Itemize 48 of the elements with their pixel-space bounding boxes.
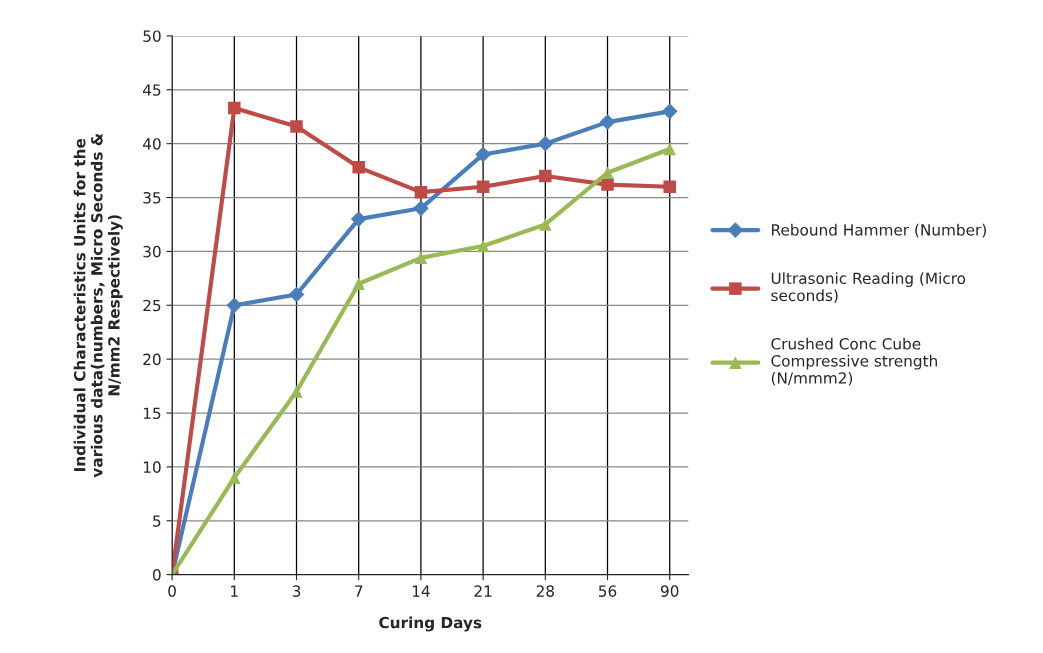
point bbox=[414, 185, 428, 199]
y-tick-label: 45 bbox=[142, 84, 161, 96]
y-tick-label: 10 bbox=[143, 461, 161, 473]
point bbox=[663, 180, 676, 194]
y-tick-label: 40 bbox=[142, 138, 161, 150]
x-tick-label: 1 bbox=[231, 585, 238, 597]
point bbox=[475, 146, 491, 163]
point bbox=[352, 277, 365, 290]
x-tick-label: 3 bbox=[292, 585, 301, 597]
point bbox=[413, 200, 429, 217]
legend-label: Rebound Hammer (Number) bbox=[772, 223, 986, 238]
point bbox=[414, 251, 428, 265]
point bbox=[352, 161, 365, 174]
point bbox=[290, 385, 303, 398]
point bbox=[228, 101, 241, 115]
y-tick-label: 0 bbox=[152, 569, 161, 581]
y-tick-label: 5 bbox=[153, 515, 161, 527]
point bbox=[663, 142, 676, 156]
y-tick-label: 25 bbox=[143, 299, 161, 312]
legend-label: Ultrasonic Reading (Micro seconds) bbox=[771, 272, 966, 303]
point bbox=[476, 239, 490, 253]
point bbox=[661, 103, 678, 120]
point bbox=[290, 120, 303, 133]
point bbox=[599, 114, 616, 130]
x-tick-label: 0 bbox=[168, 585, 176, 597]
point bbox=[601, 178, 614, 191]
y-tick-label: 15 bbox=[143, 407, 161, 420]
point bbox=[476, 180, 490, 194]
point bbox=[228, 471, 241, 484]
x-tick-label: 14 bbox=[412, 585, 430, 597]
point bbox=[350, 211, 367, 227]
y-tick-label: 50 bbox=[143, 30, 161, 42]
y-tick-label: 35 bbox=[143, 192, 161, 204]
x-tick-label: 90 bbox=[660, 585, 679, 597]
y-tick-label: 30 bbox=[143, 245, 161, 258]
legend-label: Crushed Conc Cube Compressive strength (N/mmm2) bbox=[771, 337, 937, 386]
y-axis-title: Individual Characteristics Units for the various data(numbers, Micro Seconds & N/mm2 Respectively) bbox=[73, 133, 123, 478]
point bbox=[288, 286, 305, 303]
point bbox=[226, 297, 243, 314]
x-tick-label: 56 bbox=[598, 585, 617, 597]
point bbox=[537, 135, 554, 152]
x-axis-title: Curing Days bbox=[379, 616, 482, 632]
x-tick-label: 7 bbox=[355, 585, 363, 597]
x-tick-label: 28 bbox=[536, 585, 554, 597]
point bbox=[539, 218, 552, 231]
point bbox=[539, 169, 552, 183]
y-tick-label: 20 bbox=[143, 353, 161, 366]
x-tick-label: 21 bbox=[474, 585, 492, 597]
